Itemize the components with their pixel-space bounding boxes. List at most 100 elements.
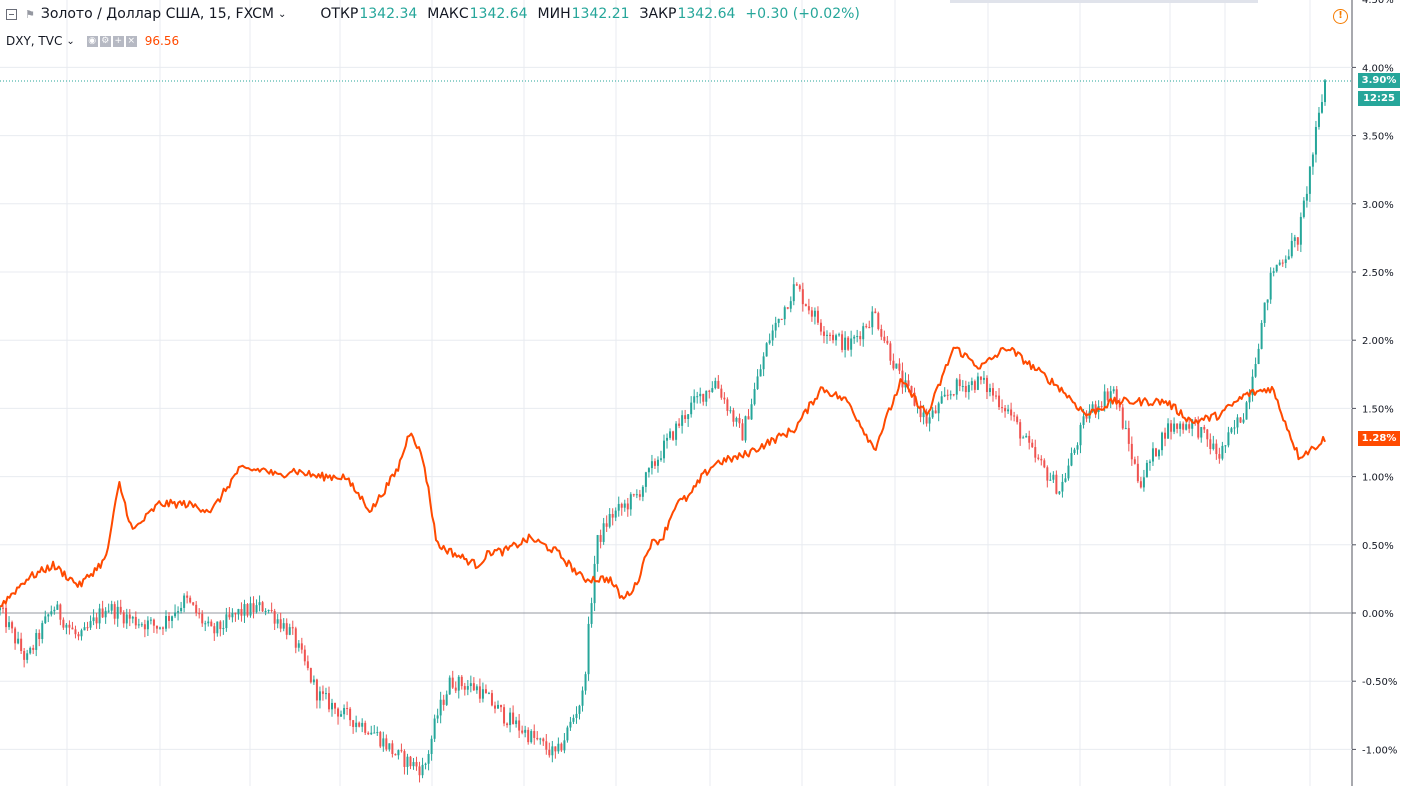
candle <box>985 375 988 400</box>
candle <box>678 418 681 429</box>
candle <box>729 406 732 414</box>
candle <box>1145 459 1148 478</box>
main-legend[interactable]: ⚑ Золото / Доллар США, 15, FXCM ⌄ ОТКР 1… <box>6 6 860 22</box>
candle <box>955 377 958 400</box>
candle <box>1133 456 1136 465</box>
ohlc-high-label: МАКС <box>427 6 469 22</box>
candle <box>934 405 937 414</box>
candle <box>291 620 294 635</box>
candle <box>1028 430 1031 450</box>
candle <box>998 388 1001 410</box>
candle <box>1290 232 1293 259</box>
eye-icon[interactable]: ◉ <box>86 35 98 47</box>
candle <box>412 758 415 770</box>
candle <box>137 618 140 629</box>
candle <box>587 616 590 681</box>
candle <box>898 358 901 375</box>
candle <box>484 684 487 694</box>
candle <box>650 454 653 475</box>
candle <box>599 529 602 549</box>
alert-icon[interactable]: ! <box>1333 9 1348 24</box>
dxy-line <box>0 346 1326 608</box>
candle <box>1266 299 1269 311</box>
y-tick-label: 0.50% <box>1362 541 1394 552</box>
candle <box>1076 442 1079 455</box>
candle <box>180 601 183 614</box>
candle <box>373 725 376 734</box>
candle <box>952 393 955 397</box>
candle <box>358 721 361 728</box>
candle <box>617 496 620 517</box>
candle <box>89 615 92 630</box>
candle <box>669 428 672 440</box>
y-axis: 4.50% 4.00% 3.50% 3.00% 2.50% 2.00% 1.50% 1.00%… <box>1352 0 1397 756</box>
candle <box>961 380 964 392</box>
candle <box>122 610 125 628</box>
candle <box>1064 472 1067 483</box>
candle <box>741 419 744 441</box>
chevron-down-icon[interactable]: ⌄ <box>278 8 287 20</box>
candle <box>777 318 780 328</box>
candle <box>1302 197 1305 219</box>
candle <box>355 715 358 733</box>
candle <box>71 621 74 630</box>
candle <box>1070 447 1073 467</box>
ohlc-close-value: 1342.64 <box>677 6 736 22</box>
candle <box>726 397 729 416</box>
candle <box>919 400 922 423</box>
ohlc-open-label: ОТКР <box>320 6 359 22</box>
candle <box>349 706 352 727</box>
candle <box>623 499 626 512</box>
candle <box>629 492 632 516</box>
candle <box>711 381 714 393</box>
candle <box>750 398 753 420</box>
grid-lines <box>0 0 1353 786</box>
candle <box>340 710 343 717</box>
candle <box>656 456 659 473</box>
candle <box>472 677 475 692</box>
y-tick-label: 1.50% <box>1362 404 1394 415</box>
candle <box>225 607 228 632</box>
close-icon[interactable]: × <box>125 35 137 47</box>
chevron-down-icon[interactable]: ⌄ <box>66 35 75 47</box>
candle <box>125 608 128 629</box>
candle <box>86 621 89 631</box>
collapse-icon[interactable] <box>6 8 17 20</box>
add-icon[interactable]: + <box>112 35 124 47</box>
candle <box>904 372 907 393</box>
candle <box>693 389 696 410</box>
ohlc-change: +0.30 (+0.02%) <box>745 6 860 22</box>
candle <box>370 725 373 736</box>
y-tick-label: 0.00% <box>1362 609 1394 620</box>
candle <box>533 724 536 745</box>
settings-icon[interactable]: ⚙ <box>99 35 111 47</box>
compare-symbol[interactable]: DXY, TVC <box>6 34 63 48</box>
candle <box>406 753 409 775</box>
candle <box>463 682 466 696</box>
candle <box>427 750 430 771</box>
dxy-price-tag: 1.28% <box>1358 431 1400 446</box>
symbol-title[interactable]: Золото / Доллар США, 15, FXCM <box>40 6 275 22</box>
candle <box>641 485 644 502</box>
candle <box>152 618 155 633</box>
candle <box>249 596 252 618</box>
candle <box>415 756 418 771</box>
candle <box>1067 458 1070 481</box>
candle <box>723 392 726 404</box>
compare-legend[interactable]: DXY, TVC ⌄ ◉ ⚙ + × 96.56 <box>6 34 179 48</box>
candle <box>1251 369 1254 402</box>
candle <box>155 625 158 634</box>
candle <box>53 606 56 615</box>
candle <box>1013 411 1016 422</box>
candle <box>454 681 457 694</box>
flag-icon[interactable]: ⚑ <box>25 7 35 21</box>
candle <box>1215 439 1218 460</box>
candle <box>128 609 131 627</box>
candle <box>569 716 572 731</box>
candle <box>783 305 786 326</box>
candle <box>56 600 59 611</box>
candle <box>1139 476 1142 489</box>
candle <box>210 619 213 627</box>
candle <box>261 600 264 612</box>
